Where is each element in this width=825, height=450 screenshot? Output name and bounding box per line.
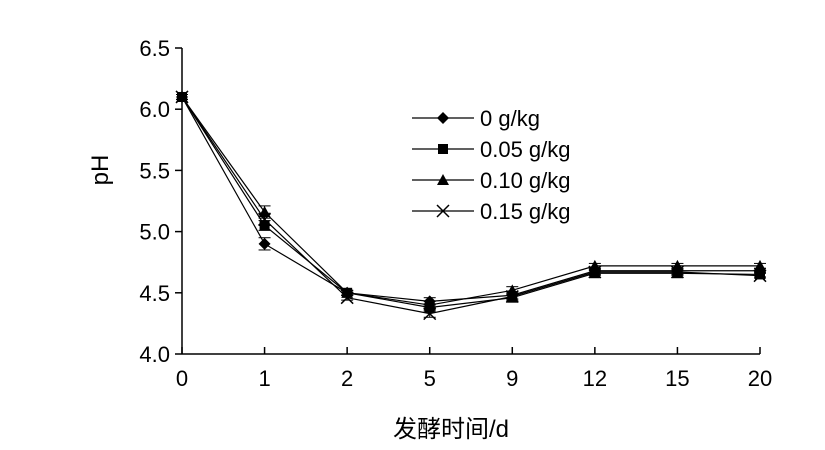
series-cross [175, 90, 767, 321]
legend-label: 0.10 g/kg [480, 168, 571, 193]
cross-marker [670, 265, 684, 279]
legend: 0 g/kg 0.05 g/kg 0.10 g/kg 0.15 g/kg [412, 106, 571, 224]
cross-stroke [175, 90, 189, 104]
series-line [181, 96, 760, 302]
x-tick-label: 1 [258, 366, 270, 391]
cross-marker [436, 204, 450, 218]
series-line [181, 96, 761, 309]
cross-marker [753, 269, 767, 283]
x-tick-label: 5 [424, 366, 436, 391]
x-axis-title: 发酵时间/d [393, 416, 509, 443]
y-tick-label: 5.0 [139, 220, 170, 245]
series-square [176, 91, 766, 313]
triangle-marker [437, 174, 449, 185]
x-tick-label: 15 [665, 366, 689, 391]
y-tick-label: 4.5 [139, 281, 170, 306]
cross-stroke [258, 212, 272, 226]
series-group [175, 90, 767, 321]
cross-stroke [505, 289, 519, 304]
triangle-marker [754, 259, 766, 271]
cross-stroke [670, 265, 684, 279]
x-tick-label: 20 [748, 366, 772, 391]
cross-stroke [340, 291, 354, 305]
x-tick-label: 0 [176, 366, 188, 391]
legend-label: 0 g/kg [480, 106, 540, 131]
cross-marker [505, 289, 519, 304]
cross-marker [423, 307, 437, 321]
axes: 4.04.55.05.56.06.50 1 2 5 9 12 15 20 [139, 36, 772, 391]
y-tick-label: 4.0 [139, 342, 170, 367]
cross-stroke [588, 265, 602, 279]
diamond-marker [258, 237, 271, 250]
y-tick-label: 5.5 [139, 158, 170, 183]
y-tick-label: 6.0 [139, 97, 170, 122]
y-tick-label: 6.5 [139, 36, 170, 61]
cross-stroke [436, 204, 450, 218]
legend-item: 0.10 g/kg [412, 168, 571, 193]
x-tick-label: 2 [341, 366, 353, 391]
diamond-marker [437, 112, 449, 124]
cross-marker [258, 212, 272, 226]
cross-marker [340, 291, 354, 305]
x-tick-label: 9 [506, 366, 518, 391]
square-marker [438, 144, 448, 154]
legend-item: 0 g/kg [412, 106, 540, 131]
series-line [181, 96, 760, 306]
legend-item: 0.05 g/kg [412, 137, 571, 162]
series-line [181, 96, 761, 315]
cross-marker [175, 90, 189, 104]
legend-label: 0.15 g/kg [480, 199, 571, 224]
triangle-marker [423, 299, 436, 311]
cross-stroke [753, 269, 767, 283]
cross-stroke [423, 307, 437, 321]
legend-label: 0.05 g/kg [480, 137, 571, 162]
y-axis-title: pH [87, 155, 114, 186]
cross-marker [588, 265, 602, 279]
x-tick-label: 12 [583, 366, 607, 391]
legend-item: 0.15 g/kg [412, 199, 571, 224]
